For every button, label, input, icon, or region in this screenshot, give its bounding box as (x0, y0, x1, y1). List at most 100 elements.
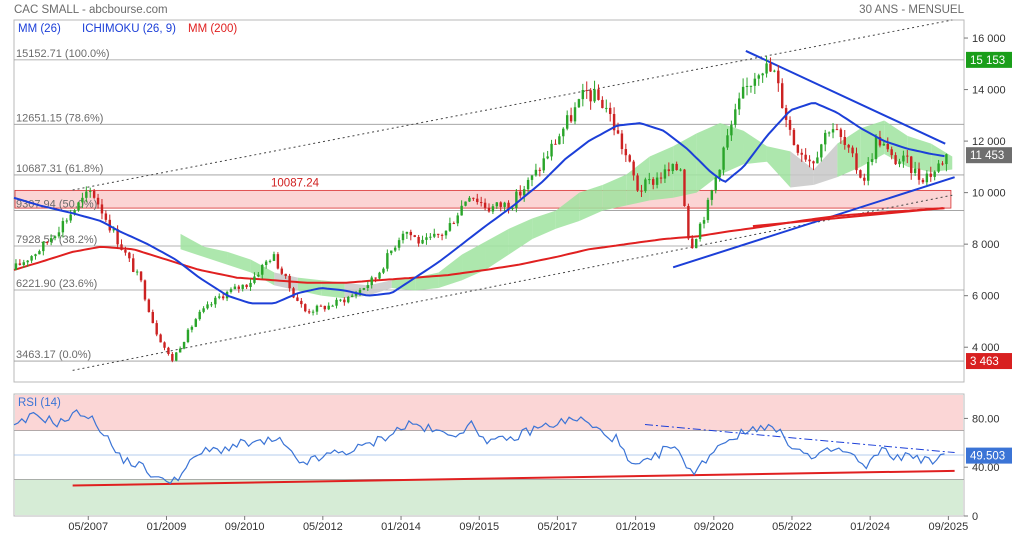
ichimoku-cloud-segment (227, 251, 251, 273)
candle-body (468, 197, 471, 202)
candle-body (116, 229, 119, 245)
candle-body (710, 190, 714, 200)
candle-body (69, 214, 72, 221)
candle-body (417, 236, 420, 244)
candle-body (894, 155, 897, 165)
legend-mm200: MM (200) (188, 23, 237, 35)
trendline-channel-upper (72, 19, 953, 191)
candle-body (605, 107, 608, 109)
candle-body (526, 179, 530, 190)
candle-body (354, 293, 358, 296)
candle-body (816, 157, 819, 164)
candle-body (878, 136, 882, 146)
candle-body (515, 191, 518, 208)
candle-body (945, 154, 948, 165)
candle-body (648, 179, 651, 181)
candle-body (147, 299, 151, 313)
candle-body (347, 296, 350, 303)
candle-body (765, 63, 768, 74)
legend-mm26: MM (26) (18, 23, 61, 35)
fib-label-6: 3463.17 (0.0%) (16, 349, 91, 361)
candle-body (714, 177, 717, 191)
candle-body (284, 273, 287, 276)
candle-body (272, 254, 276, 261)
x-tick-label: 05/2017 (538, 521, 578, 533)
rsi-y-tick-label: 40.00 (972, 462, 1000, 474)
trendline-support (672, 176, 955, 269)
candle-body (675, 163, 678, 171)
candle-body (167, 347, 170, 354)
candle-body (589, 90, 592, 102)
candle-body (937, 163, 940, 172)
candle-body (100, 204, 104, 214)
candle-body (190, 326, 194, 330)
candle-body (382, 268, 385, 273)
x-tick-label: 01/2014 (381, 521, 421, 533)
x-tick-label: 09/2020 (694, 521, 734, 533)
candle-body (769, 63, 772, 72)
candle-body (499, 202, 502, 207)
chart-period: 30 ANS - MENSUEL (859, 4, 964, 16)
candle-body (390, 250, 393, 254)
candle-body (30, 256, 33, 261)
ichimoku-cloud-segment (180, 233, 204, 258)
candle-body (370, 277, 373, 286)
candle-body (929, 173, 932, 177)
rsi-legend: RSI (14) (18, 397, 61, 409)
candle-body (741, 86, 745, 99)
candle-body (870, 159, 874, 162)
mm200-line (13, 207, 945, 284)
candle-body (350, 295, 354, 297)
price-plot-area: 10087.24 15152.71 (100.0%) 12651.15 (78.6%… (13, 19, 1012, 371)
candle-body (519, 191, 522, 196)
candle-body (734, 109, 737, 125)
candle-body (124, 249, 127, 253)
ichimoku-cloud-segment (907, 135, 932, 173)
candle-body (343, 299, 346, 303)
candle-body (194, 319, 198, 327)
candle-body (667, 169, 671, 172)
y-tick-label: 6 000 (972, 291, 1000, 303)
candle-body (182, 342, 186, 349)
candle-body (206, 304, 209, 309)
candle-body (726, 135, 729, 148)
ichimoku-cloud-segment (438, 254, 463, 288)
candle-body (374, 277, 377, 279)
candle-body (663, 169, 667, 179)
candle-body (737, 98, 741, 110)
candle-body (636, 175, 639, 191)
candle-body (597, 89, 600, 100)
candle-body (827, 132, 831, 134)
candle-body (917, 168, 921, 180)
candle-body (362, 288, 366, 290)
y-tick-label: 4 000 (972, 342, 1000, 354)
candle-body (397, 240, 401, 248)
fib-label-5: 6221.90 (23.6%) (16, 278, 97, 290)
candle-body (413, 235, 416, 237)
candle-body (554, 143, 557, 145)
candle-body (773, 70, 776, 72)
candle-body (902, 155, 905, 162)
candle-body (863, 177, 866, 181)
candle-body (460, 205, 463, 216)
rsi-plot-area: 0 40.00 80.00 49.503 (13, 395, 1012, 523)
candle-body (573, 107, 577, 122)
candle-body (851, 147, 854, 154)
candle-body (421, 239, 424, 244)
candle-body (777, 70, 780, 84)
rsi-oversold-zone (15, 479, 963, 515)
candle-body (890, 149, 893, 156)
candle-body (46, 241, 49, 243)
candle-body (49, 238, 53, 242)
candle-body (112, 229, 115, 231)
candle-body (280, 268, 284, 274)
candle-body (886, 143, 889, 150)
candle-body (620, 133, 624, 150)
candle-body (546, 156, 549, 159)
candle-body (401, 233, 405, 241)
rsi-trendline-resistance (644, 424, 955, 454)
candle-body (800, 152, 803, 155)
candle-body (202, 308, 205, 312)
fib-label-3: 9307.94 (50.0%) (16, 198, 97, 210)
